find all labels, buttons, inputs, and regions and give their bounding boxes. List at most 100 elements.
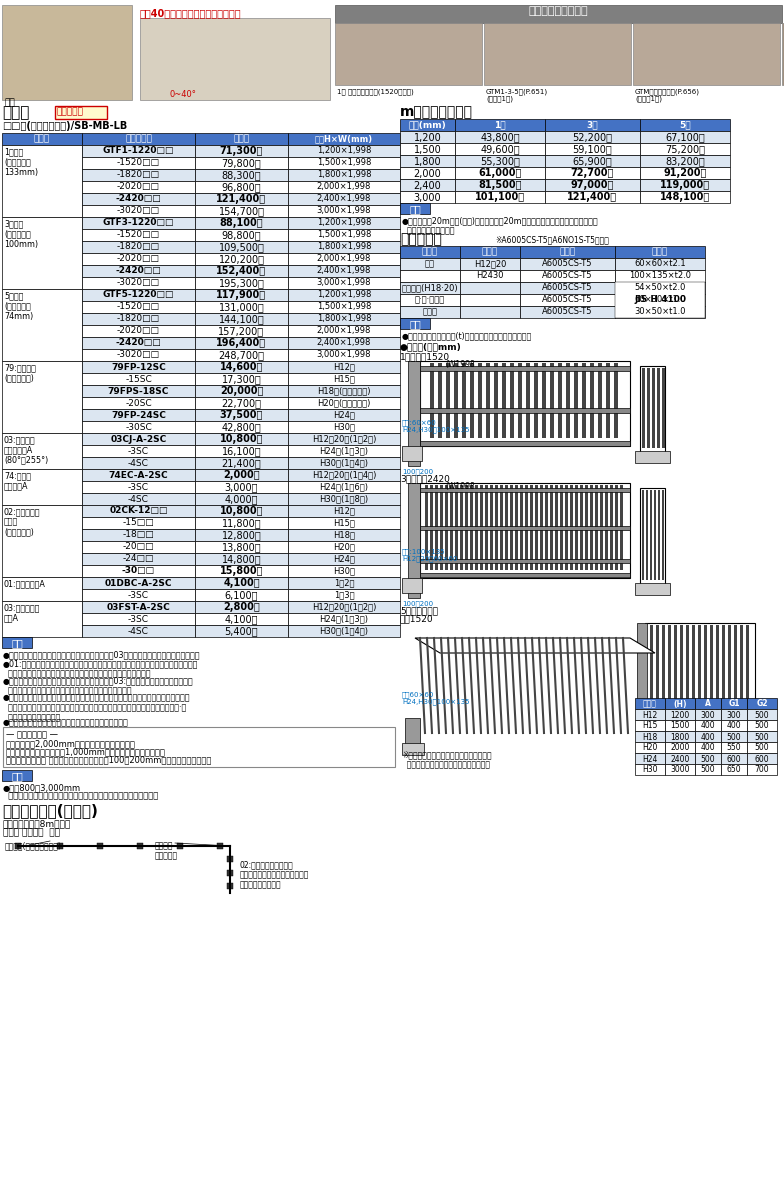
Bar bbox=[545, 154, 640, 167]
Bar bbox=[227, 856, 233, 862]
Bar bbox=[747, 742, 777, 753]
Bar bbox=[195, 601, 288, 613]
Text: 500: 500 bbox=[755, 722, 769, 731]
Text: 2,000: 2,000 bbox=[414, 169, 441, 178]
Bar bbox=[400, 119, 455, 131]
Text: -15□□: -15□□ bbox=[122, 519, 154, 527]
Text: H18用: H18用 bbox=[333, 531, 355, 540]
Bar bbox=[82, 157, 195, 169]
Bar bbox=[484, 24, 631, 85]
Bar bbox=[400, 294, 460, 307]
Bar bbox=[82, 565, 195, 577]
Text: 5,400円: 5,400円 bbox=[225, 626, 258, 637]
Bar bbox=[545, 191, 640, 203]
Text: 1型: 1型 bbox=[494, 120, 506, 130]
Text: 11,800円: 11,800円 bbox=[222, 519, 261, 528]
Bar bbox=[195, 253, 288, 265]
Bar bbox=[82, 301, 195, 312]
Text: 22,700円: 22,700円 bbox=[222, 399, 262, 408]
Bar bbox=[686, 625, 689, 720]
Bar bbox=[606, 363, 610, 439]
Text: 13,800円: 13,800円 bbox=[222, 542, 261, 553]
Text: H24用(1組3ケ): H24用(1組3ケ) bbox=[320, 614, 368, 624]
Text: A: A bbox=[705, 699, 711, 709]
Bar bbox=[288, 625, 400, 637]
Bar bbox=[195, 577, 288, 590]
Bar bbox=[195, 182, 288, 193]
Text: H20用(アルミ芯入): H20用(アルミ芯入) bbox=[318, 399, 371, 408]
Text: (W1998: (W1998 bbox=[445, 360, 475, 369]
Bar bbox=[455, 143, 545, 154]
Bar bbox=[195, 169, 288, 182]
Bar bbox=[82, 373, 195, 386]
Bar bbox=[82, 337, 195, 349]
Text: 1型 マロンブラウン(1520サイズ): 1型 マロンブラウン(1520サイズ) bbox=[337, 88, 414, 94]
Bar bbox=[460, 270, 520, 282]
Bar bbox=[510, 485, 513, 569]
Text: 195,300円: 195,300円 bbox=[219, 278, 264, 289]
Text: H15用: H15用 bbox=[333, 519, 355, 527]
Bar bbox=[288, 505, 400, 518]
Bar bbox=[82, 625, 195, 637]
Bar bbox=[82, 217, 195, 229]
Text: H12: H12 bbox=[642, 711, 658, 719]
Text: A6005CS-T5: A6005CS-T5 bbox=[543, 271, 593, 281]
Bar bbox=[665, 764, 695, 775]
Text: 67,100円: 67,100円 bbox=[665, 132, 705, 143]
Text: □□内(カラーコード)/SB-MB-LB: □□内(カラーコード)/SB-MB-LB bbox=[2, 121, 127, 131]
Bar bbox=[408, 361, 420, 466]
Bar bbox=[400, 258, 460, 270]
Text: H15: H15 bbox=[642, 722, 658, 731]
Bar bbox=[555, 485, 558, 569]
Bar bbox=[400, 131, 455, 143]
Text: -1820□□: -1820□□ bbox=[117, 171, 160, 179]
Bar bbox=[668, 625, 671, 720]
Bar bbox=[565, 485, 568, 569]
Bar bbox=[695, 764, 721, 775]
Text: -24□□: -24□□ bbox=[123, 554, 154, 564]
Bar bbox=[82, 253, 195, 265]
Bar bbox=[82, 145, 195, 157]
Text: H20用: H20用 bbox=[333, 542, 355, 552]
Bar bbox=[288, 541, 400, 553]
Bar bbox=[695, 698, 721, 709]
Bar bbox=[640, 167, 730, 179]
Bar bbox=[2, 217, 82, 289]
Text: 71,300円: 71,300円 bbox=[220, 146, 263, 157]
Text: 152,400円: 152,400円 bbox=[216, 266, 267, 277]
Text: 5型　傾斜仕様: 5型 傾斜仕様 bbox=[400, 606, 438, 615]
Bar bbox=[82, 433, 195, 444]
Text: 注意: 注意 bbox=[11, 638, 23, 648]
Text: GTF5-1220□□: GTF5-1220□□ bbox=[103, 290, 174, 299]
Bar bbox=[615, 270, 705, 282]
Text: 700: 700 bbox=[755, 765, 769, 775]
Bar bbox=[695, 742, 721, 753]
Bar bbox=[605, 485, 608, 569]
Bar bbox=[288, 253, 400, 265]
Text: H2430: H2430 bbox=[476, 271, 504, 281]
Bar bbox=[288, 169, 400, 182]
Bar bbox=[82, 361, 195, 373]
Bar bbox=[430, 363, 434, 439]
Text: -4SC: -4SC bbox=[128, 626, 149, 635]
Bar bbox=[195, 301, 288, 312]
Bar bbox=[2, 289, 82, 361]
Bar bbox=[470, 485, 473, 569]
Bar bbox=[526, 363, 530, 439]
Text: 1型　図は1520: 1型 図は1520 bbox=[400, 353, 450, 361]
Bar bbox=[288, 325, 400, 337]
Bar bbox=[520, 307, 615, 318]
Bar bbox=[97, 843, 103, 849]
Bar bbox=[710, 625, 713, 720]
Bar bbox=[615, 282, 705, 294]
Bar bbox=[640, 191, 730, 203]
Bar bbox=[722, 625, 725, 720]
Bar bbox=[455, 191, 545, 203]
Bar bbox=[478, 363, 482, 439]
Bar bbox=[545, 485, 548, 569]
Text: JIS H 4100: JIS H 4100 bbox=[634, 295, 686, 304]
Bar bbox=[650, 625, 653, 720]
Text: 79FP-24SC: 79FP-24SC bbox=[111, 410, 166, 420]
Text: H24用: H24用 bbox=[333, 410, 355, 420]
Bar bbox=[195, 373, 288, 386]
